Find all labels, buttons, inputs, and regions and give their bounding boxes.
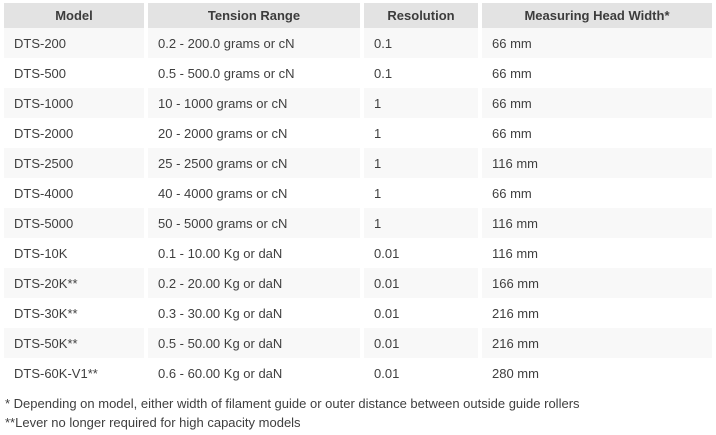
table-row: DTS-4000 40 - 4000 grams or cN 1 66 mm <box>4 178 712 208</box>
column-header-head_width: Measuring Head Width* <box>482 3 712 28</box>
range-cell: 20 - 2000 grams or cN <box>148 118 360 148</box>
table-row: DTS-50K** 0.5 - 50.00 Kg or daN 0.01 216 mm <box>4 328 712 358</box>
table-row: DTS-2000 20 - 2000 grams or cN 1 66 mm <box>4 118 712 148</box>
range-cell: 0.1 - 10.00 Kg or daN <box>148 238 360 268</box>
table-row: DTS-10K 0.1 - 10.00 Kg or daN 0.01 116 mm <box>4 238 712 268</box>
head_width-cell: 66 mm <box>482 88 712 118</box>
range-cell: 0.3 - 30.00 Kg or daN <box>148 298 360 328</box>
head_width-cell: 216 mm <box>482 298 712 328</box>
table-row: DTS-5000 50 - 5000 grams or cN 1 116 mm <box>4 208 712 238</box>
range-cell: 0.5 - 500.0 grams or cN <box>148 58 360 88</box>
spec-table-body: DTS-200 0.2 - 200.0 grams or cN 0.1 66 mm DT… <box>4 28 712 388</box>
table-row: DTS-60K-V1** 0.6 - 60.00 Kg or daN 0.01 280… <box>4 358 712 388</box>
footnote: * Depending on model, either width of fi… <box>5 396 580 411</box>
resolution-cell: 0.01 <box>364 268 478 298</box>
column-header-resolution: Resolution <box>364 3 478 28</box>
range-cell: 0.5 - 50.00 Kg or daN <box>148 328 360 358</box>
model-cell: DTS-200 <box>4 28 144 58</box>
resolution-cell: 0.01 <box>364 298 478 328</box>
head_width-cell: 280 mm <box>482 358 712 388</box>
resolution-cell: 1 <box>364 118 478 148</box>
table-row: DTS-200 0.2 - 200.0 grams or cN 0.1 66 mm <box>4 28 712 58</box>
head_width-cell: 66 mm <box>482 118 712 148</box>
model-cell: DTS-2000 <box>4 118 144 148</box>
spec-table-header: Model Tension Range Resolution Measuring He… <box>4 3 712 28</box>
resolution-cell: 1 <box>364 148 478 178</box>
head_width-cell: 66 mm <box>482 178 712 208</box>
range-cell: 0.2 - 200.0 grams or cN <box>148 28 360 58</box>
model-cell: DTS-50K** <box>4 328 144 358</box>
model-cell: DTS-2500 <box>4 148 144 178</box>
range-cell: 50 - 5000 grams or cN <box>148 208 360 238</box>
column-header-range: Tension Range <box>148 3 360 28</box>
table-row: DTS-1000 10 - 1000 grams or cN 1 66 mm <box>4 88 712 118</box>
head_width-cell: 116 mm <box>482 208 712 238</box>
column-header-model: Model <box>4 3 144 28</box>
header-row: Model Tension Range Resolution Measuring He… <box>4 3 712 28</box>
resolution-cell: 0.1 <box>364 58 478 88</box>
footnotes: * Depending on model, either width of fi… <box>5 394 716 432</box>
resolution-cell: 1 <box>364 88 478 118</box>
resolution-cell: 0.1 <box>364 28 478 58</box>
table-row: DTS-2500 25 - 2500 grams or cN 1 116 mm <box>4 148 712 178</box>
head_width-cell: 66 mm <box>482 58 712 88</box>
head_width-cell: 166 mm <box>482 268 712 298</box>
resolution-cell: 1 <box>364 208 478 238</box>
model-cell: DTS-4000 <box>4 178 144 208</box>
head_width-cell: 66 mm <box>482 28 712 58</box>
table-row: DTS-500 0.5 - 500.0 grams or cN 0.1 66 mm <box>4 58 712 88</box>
head_width-cell: 216 mm <box>482 328 712 358</box>
range-cell: 40 - 4000 grams or cN <box>148 178 360 208</box>
table-row: DTS-30K** 0.3 - 30.00 Kg or daN 0.01 216 mm <box>4 298 712 328</box>
resolution-cell: 0.01 <box>364 238 478 268</box>
model-cell: DTS-60K-V1** <box>4 358 144 388</box>
model-cell: DTS-500 <box>4 58 144 88</box>
range-cell: 10 - 1000 grams or cN <box>148 88 360 118</box>
model-cell: DTS-5000 <box>4 208 144 238</box>
resolution-cell: 0.01 <box>364 358 478 388</box>
range-cell: 0.2 - 20.00 Kg or daN <box>148 268 360 298</box>
head_width-cell: 116 mm <box>482 238 712 268</box>
range-cell: 0.6 - 60.00 Kg or daN <box>148 358 360 388</box>
resolution-cell: 0.01 <box>364 328 478 358</box>
table-row: DTS-20K** 0.2 - 20.00 Kg or daN 0.01 166 mm <box>4 268 712 298</box>
head_width-cell: 116 mm <box>482 148 712 178</box>
resolution-cell: 1 <box>364 178 478 208</box>
model-cell: DTS-30K** <box>4 298 144 328</box>
range-cell: 25 - 2500 grams or cN <box>148 148 360 178</box>
model-spec-table: Model Tension Range Resolution Measuring He… <box>0 3 716 388</box>
footnote: **Lever no longer required for high capa… <box>5 415 301 430</box>
model-cell: DTS-20K** <box>4 268 144 298</box>
model-cell: DTS-10K <box>4 238 144 268</box>
model-cell: DTS-1000 <box>4 88 144 118</box>
